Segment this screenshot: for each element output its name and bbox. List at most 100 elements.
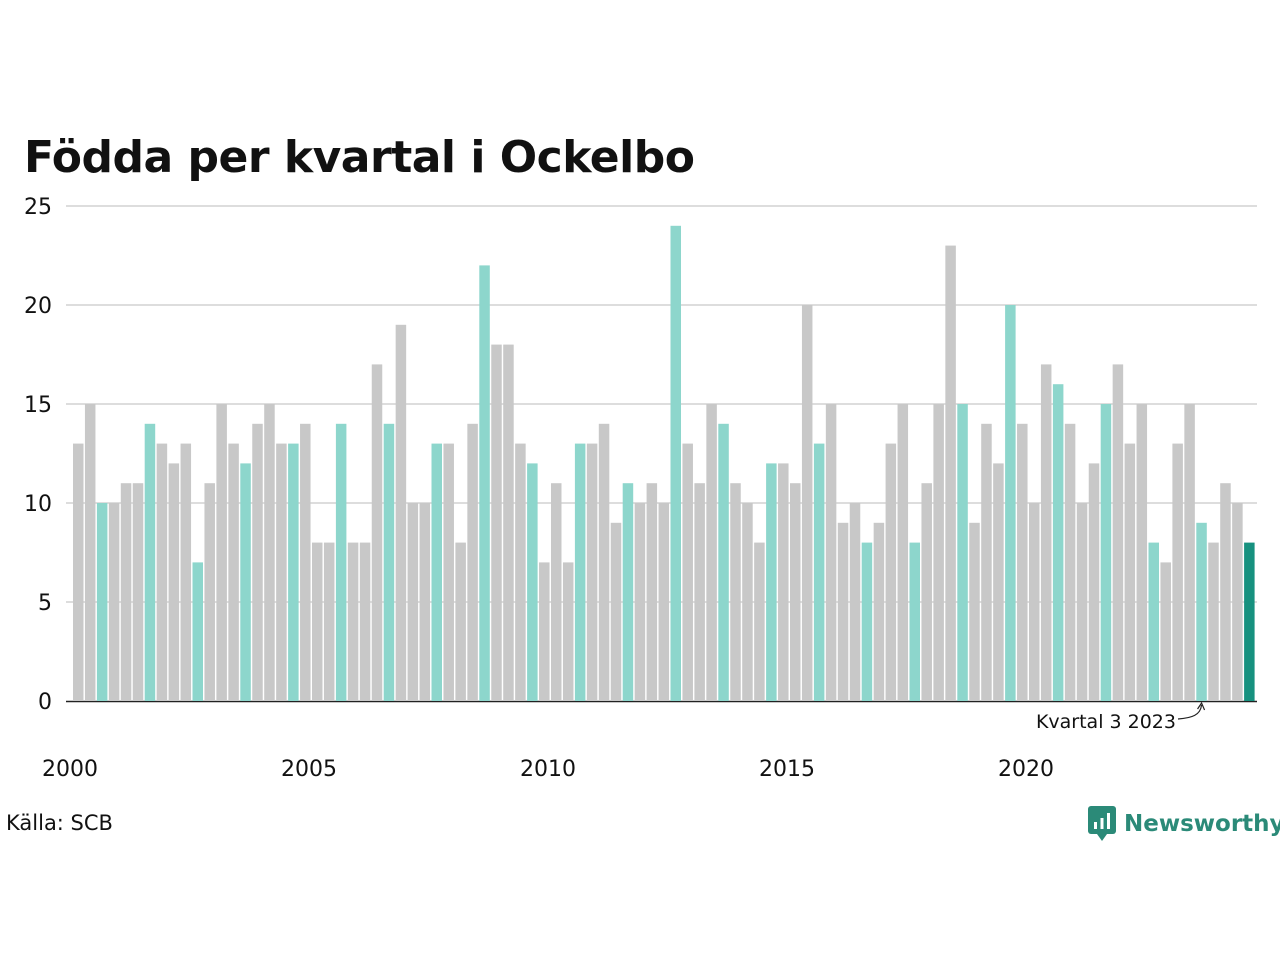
- bar: [455, 542, 466, 701]
- bar: [1064, 423, 1076, 701]
- bar: [849, 503, 861, 701]
- bar: [1136, 404, 1148, 701]
- bar: [957, 404, 968, 701]
- bar: [801, 305, 813, 701]
- bar: [766, 463, 777, 701]
- bar: [264, 404, 275, 701]
- bar: [897, 404, 909, 701]
- bar: [383, 423, 395, 701]
- bar: [1208, 542, 1219, 701]
- bar: [108, 503, 120, 701]
- annotation-label: Kvartal 3 2023: [1036, 711, 1176, 733]
- bar: [84, 404, 96, 701]
- bar: [1112, 364, 1124, 701]
- bar: [730, 483, 741, 701]
- bar: [825, 404, 837, 701]
- bar: [1172, 443, 1183, 701]
- bar: [909, 542, 920, 701]
- newsworthy-logo: Newsworthy: [1088, 804, 1280, 844]
- annotation-arrowhead: [1197, 701, 1206, 711]
- bar: [610, 522, 622, 701]
- bar: [359, 542, 371, 701]
- bar: [252, 423, 263, 701]
- bar: [371, 364, 383, 701]
- bar: [1040, 364, 1052, 701]
- y-tick-label: 5: [38, 591, 52, 616]
- bar: [574, 443, 586, 701]
- bar: [646, 483, 658, 701]
- bar: [431, 443, 442, 701]
- x-tick-label: 2005: [281, 757, 337, 782]
- bar: [467, 423, 478, 701]
- bar: [622, 483, 634, 701]
- bar: [419, 503, 431, 701]
- brand-name: Newsworthy: [1124, 811, 1280, 837]
- y-tick-label: 20: [24, 294, 52, 319]
- y-tick-label: 0: [38, 690, 52, 715]
- bar: [515, 443, 526, 701]
- bar: [634, 503, 646, 701]
- bar: [73, 443, 84, 701]
- bar: [706, 404, 717, 701]
- bar: [742, 503, 753, 701]
- bar: [778, 463, 789, 701]
- bar: [1088, 463, 1100, 701]
- bar: [586, 443, 598, 701]
- newsworthy-logo-icon: [1088, 806, 1116, 841]
- bar: [240, 463, 251, 701]
- bar: [276, 443, 287, 701]
- bar: [658, 503, 670, 701]
- bar: [551, 483, 562, 701]
- bar: [144, 423, 156, 701]
- x-tick-label: 2000: [42, 757, 98, 782]
- bar: [312, 542, 323, 701]
- bar: [156, 443, 168, 701]
- bar: [347, 542, 359, 701]
- bar: [981, 423, 992, 701]
- x-tick-label: 2010: [520, 757, 576, 782]
- bar: [1029, 503, 1040, 701]
- bar: [993, 463, 1004, 701]
- bar: [491, 344, 502, 701]
- bar: [1184, 404, 1195, 701]
- bar: [1196, 522, 1207, 701]
- y-tick-label: 15: [24, 393, 52, 418]
- bar: [132, 483, 144, 701]
- bar: [945, 245, 956, 701]
- bar: [682, 443, 693, 701]
- bar: [861, 542, 873, 701]
- x-axis-labels: 2000 2005 2010 2015 2020: [42, 757, 1054, 782]
- bar: [1100, 404, 1112, 701]
- bar: [479, 265, 490, 701]
- bar: [562, 562, 574, 701]
- bar: [1220, 483, 1231, 701]
- annotation-arrow: [1177, 704, 1203, 720]
- bar: [873, 522, 885, 701]
- bar: [407, 503, 419, 701]
- bar: [503, 344, 514, 701]
- bar: [921, 483, 932, 701]
- bar: [443, 443, 454, 701]
- bar: [1148, 542, 1159, 701]
- bar: [1076, 503, 1088, 701]
- bar: [228, 443, 239, 701]
- bar: [335, 423, 347, 701]
- bar: [395, 324, 407, 701]
- bar: [1124, 443, 1136, 701]
- y-tick-label: 25: [24, 195, 52, 220]
- bar: [837, 522, 849, 701]
- bar: [168, 463, 180, 701]
- bar: [539, 562, 550, 701]
- bar: [885, 443, 897, 701]
- bar: [1232, 503, 1243, 701]
- bar: [598, 423, 610, 701]
- bar: [1017, 423, 1028, 701]
- bar: [323, 542, 335, 701]
- bar: [1052, 384, 1064, 701]
- bar: [1005, 305, 1016, 701]
- bar: [216, 404, 227, 701]
- bars: [73, 225, 1255, 702]
- bar: [96, 503, 108, 701]
- bar: [813, 443, 825, 701]
